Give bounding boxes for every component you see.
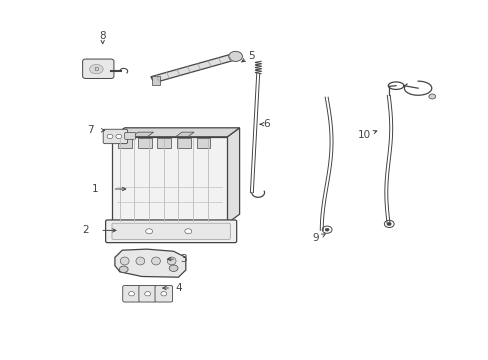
Circle shape <box>386 222 390 225</box>
Polygon shape <box>151 53 237 83</box>
Circle shape <box>384 220 393 228</box>
Text: 10: 10 <box>357 130 370 140</box>
Text: 1: 1 <box>92 184 99 194</box>
Text: 5: 5 <box>248 51 255 61</box>
Text: 2: 2 <box>82 225 89 235</box>
FancyBboxPatch shape <box>155 285 172 302</box>
Circle shape <box>116 134 122 139</box>
Circle shape <box>428 94 435 99</box>
Polygon shape <box>112 128 239 137</box>
Circle shape <box>169 265 178 271</box>
Ellipse shape <box>89 64 103 74</box>
FancyBboxPatch shape <box>122 285 140 302</box>
Text: 4: 4 <box>175 283 182 293</box>
Bar <box>196 138 210 148</box>
Bar <box>177 138 190 148</box>
Polygon shape <box>132 132 153 136</box>
Ellipse shape <box>136 257 144 265</box>
Circle shape <box>119 266 128 273</box>
FancyBboxPatch shape <box>124 132 135 139</box>
Ellipse shape <box>120 257 129 265</box>
Circle shape <box>184 229 191 234</box>
FancyBboxPatch shape <box>112 223 230 239</box>
Polygon shape <box>176 132 194 136</box>
Circle shape <box>107 134 113 139</box>
Circle shape <box>228 51 242 62</box>
Text: 3: 3 <box>180 254 186 264</box>
Circle shape <box>128 292 134 296</box>
Circle shape <box>145 229 152 234</box>
Ellipse shape <box>151 257 160 265</box>
Circle shape <box>161 292 166 296</box>
Text: 9: 9 <box>311 233 318 243</box>
Ellipse shape <box>167 257 176 265</box>
Circle shape <box>325 228 328 231</box>
FancyBboxPatch shape <box>105 220 236 243</box>
Bar <box>157 138 171 148</box>
Bar <box>118 138 132 148</box>
Bar <box>151 76 160 85</box>
Text: 7: 7 <box>87 125 94 135</box>
FancyBboxPatch shape <box>139 285 156 302</box>
Bar <box>112 137 227 223</box>
Text: 8: 8 <box>99 31 106 41</box>
Circle shape <box>322 226 331 233</box>
Text: 6: 6 <box>263 119 269 129</box>
Circle shape <box>144 292 150 296</box>
Bar <box>138 138 151 148</box>
FancyBboxPatch shape <box>82 59 114 78</box>
Text: D: D <box>94 67 98 72</box>
FancyBboxPatch shape <box>103 129 127 144</box>
Polygon shape <box>227 128 239 223</box>
Polygon shape <box>115 249 185 277</box>
